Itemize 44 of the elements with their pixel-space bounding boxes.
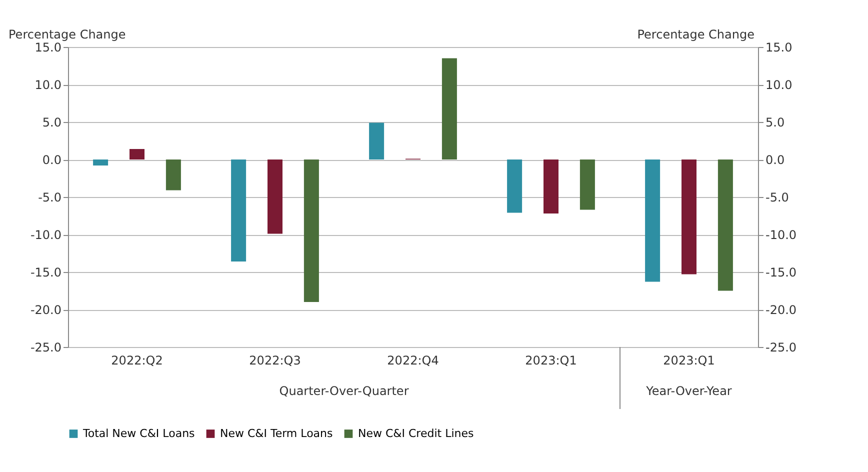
bar [268, 160, 282, 234]
x-tick-label: 2023:Q1 [525, 354, 577, 368]
x-tick-label: 2022:Q4 [387, 354, 439, 368]
y2-axis-title: Percentage Change [637, 28, 754, 42]
y-tick-label: 10.0 [34, 78, 62, 92]
text: Year-Over-Year [645, 384, 732, 398]
y2-tick-label: -10.0 [766, 228, 797, 242]
bar [93, 160, 108, 166]
y-tick-label: -20.0 [30, 303, 62, 317]
x-tick-label: 2023:Q1 [663, 354, 715, 368]
y2-tick-label: 0.0 [766, 153, 785, 167]
y-tick-label: 15.0 [34, 40, 62, 54]
legend-label: Total New C&I Loans [82, 426, 196, 440]
y2-tick-label: 5.0 [766, 116, 785, 130]
bar [442, 58, 457, 160]
legend-label: New C&I Term Loans [220, 426, 334, 440]
bar [231, 160, 246, 262]
y-axis-title: Percentage Change [8, 28, 126, 42]
y-tick-label: -25.0 [30, 340, 62, 354]
legend-label: New C&I Credit Lines [358, 426, 474, 440]
y-tick-label: 0.0 [42, 153, 62, 167]
y-tick-label: -15.0 [30, 266, 62, 280]
bar [645, 160, 660, 282]
y2-tick-label: 15.0 [766, 40, 792, 54]
bar [507, 160, 522, 213]
y-tick-label: -5.0 [38, 190, 62, 204]
y2-tick-label: 10.0 [766, 78, 792, 92]
text: Quarter-Over-Quarter [279, 384, 409, 398]
y-tick-label: -10.0 [30, 228, 62, 242]
y-tick-label: 5.0 [42, 116, 62, 130]
bar [166, 160, 181, 190]
y2-tick-label: -20.0 [766, 303, 797, 317]
bar [369, 122, 384, 160]
bar [718, 160, 733, 291]
y2-tick-label: -5.0 [766, 190, 789, 204]
bar [544, 160, 558, 214]
bar [682, 160, 696, 274]
bar [130, 149, 144, 160]
x-tick-label: 2022:Q3 [249, 354, 301, 368]
bar [580, 160, 595, 210]
y2-tick-label: -25.0 [766, 340, 797, 354]
bar [304, 160, 319, 302]
x-tick-label: 2022:Q2 [111, 354, 163, 368]
y2-tick-label: -15.0 [766, 266, 797, 280]
